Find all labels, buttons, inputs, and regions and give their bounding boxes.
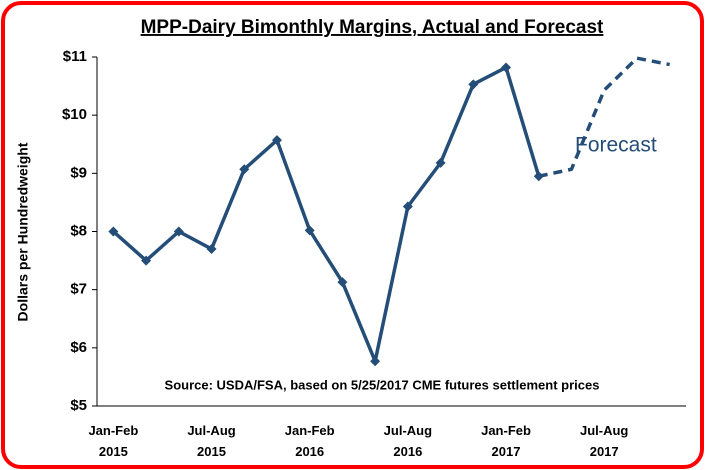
- series-marker: [501, 62, 512, 73]
- source-note: Source: USDA/FSA, based on 5/25/2017 CME…: [165, 377, 600, 392]
- y-tick-label: $7: [70, 281, 87, 298]
- series-label: Forecast: [575, 134, 657, 157]
- series-marker: [468, 79, 479, 90]
- series-marker: [206, 243, 217, 254]
- x-tick-label: Jul-Aug 2016: [383, 423, 433, 459]
- x-tick-label: Jan-Feb 2017: [481, 423, 531, 459]
- y-tick-label: $5: [70, 397, 87, 414]
- series-marker: [173, 226, 184, 237]
- x-tick-label: Jul-Aug 2015: [187, 423, 236, 459]
- series-marker: [435, 157, 446, 168]
- series-marker: [304, 225, 315, 236]
- series-marker: [108, 226, 119, 237]
- series-line: [112, 65, 541, 363]
- x-tick-label: Jan-Feb 2016: [284, 423, 335, 459]
- series-marker: [402, 201, 413, 212]
- y-tick-label: $11: [63, 48, 87, 65]
- series-marker: [271, 135, 282, 146]
- series-line: [538, 56, 670, 178]
- series-marker: [370, 356, 381, 367]
- y-tick-label: $6: [70, 339, 87, 356]
- series-marker: [337, 277, 348, 288]
- y-tick-label: $8: [70, 222, 87, 239]
- x-tick-label: Jan-Feb 2015: [88, 423, 139, 459]
- y-tick-label: $10: [62, 106, 87, 123]
- x-tick-label: Jul-Aug 2017: [579, 423, 629, 459]
- y-tick-label: $9: [70, 164, 87, 181]
- series-marker: [141, 255, 152, 266]
- chart-title: MPP-Dairy Bimonthly Margins, Actual and …: [141, 17, 604, 38]
- series-marker: [239, 164, 250, 175]
- y-axis-label: Dollars per Hundredweight: [15, 142, 31, 321]
